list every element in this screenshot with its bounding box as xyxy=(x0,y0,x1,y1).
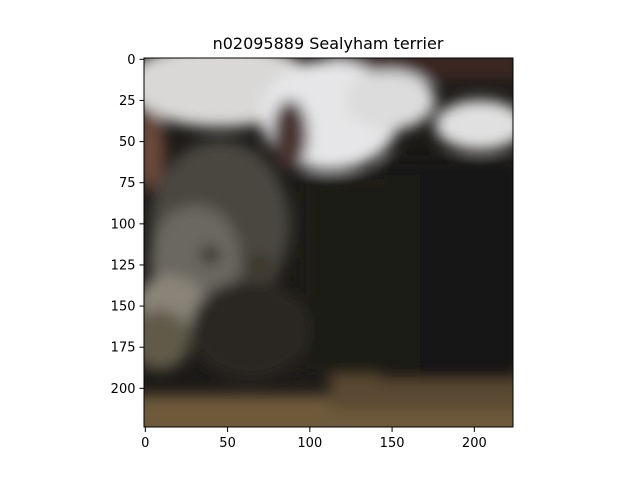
y-tick-label: 200 xyxy=(111,382,136,397)
x-tick-label: 0 xyxy=(141,436,149,451)
y-tick-label: 0 xyxy=(127,53,135,68)
axes-frame xyxy=(143,57,514,428)
x-axis: 0 50 100 150 200 xyxy=(141,427,487,451)
x-tick-label: 100 xyxy=(297,436,322,451)
y-tick-label: 175 xyxy=(111,341,136,356)
figure-title: n02095889 Sealyham terrier xyxy=(213,34,444,53)
x-tick-label: 50 xyxy=(219,436,236,451)
y-axis: 0 25 50 75 100 125 150 175 200 xyxy=(111,53,145,397)
x-tick-label: 200 xyxy=(462,436,487,451)
photo xyxy=(144,58,513,427)
y-tick-label: 150 xyxy=(111,300,136,315)
y-tick-label: 25 xyxy=(119,94,136,109)
y-tick-label: 75 xyxy=(119,176,136,191)
y-tick-label: 50 xyxy=(119,135,136,150)
y-tick-label: 100 xyxy=(111,217,136,232)
x-tick-label: 150 xyxy=(380,436,405,451)
y-tick-label: 125 xyxy=(111,258,136,273)
